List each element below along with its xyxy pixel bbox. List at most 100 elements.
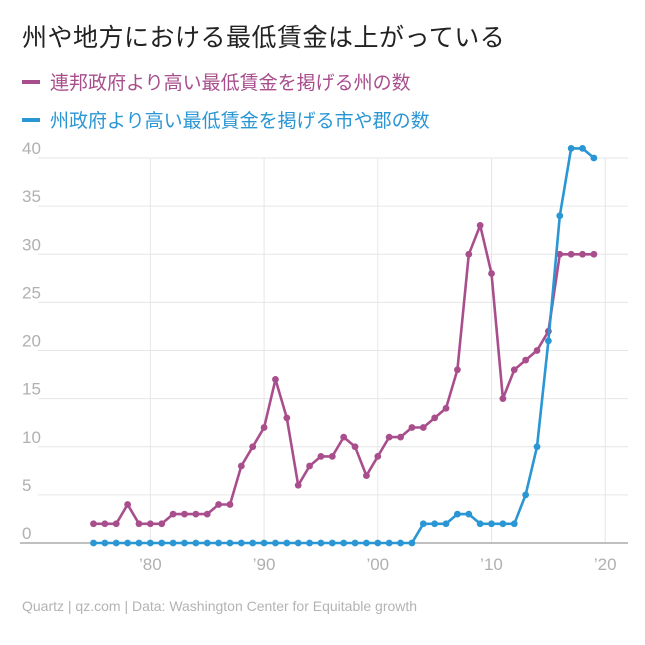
- x-tick-label-1980: ’80: [139, 555, 162, 574]
- series-0-point-1998: [351, 443, 359, 451]
- series-1-point-2002: [397, 539, 404, 547]
- series-0-point-1994: [306, 462, 313, 470]
- series-1-point-2000: [374, 539, 382, 547]
- x-tick-label-2020: ’20: [594, 555, 617, 574]
- series-1-point-1996: [328, 539, 336, 547]
- series-1-point-1979: [135, 539, 143, 547]
- series-0-point-1979: [135, 520, 143, 528]
- series-0-point-2010: [488, 270, 495, 277]
- series-1-point-2007: [454, 510, 461, 518]
- series-1-point-1981: [158, 539, 166, 547]
- series-0-point-1999: [363, 472, 370, 480]
- series-0-point-2002: [397, 433, 404, 441]
- series-1-point-2006: [442, 520, 450, 528]
- tick-labels: 0 5 10 15 20 25 30 35 40 ’80 ’90 ’00 ’10 ’20: [22, 139, 617, 574]
- series-1-point-2008: [465, 510, 473, 518]
- x-tick-label-1990: ’90: [253, 555, 276, 574]
- series-1-point-1975: [90, 539, 97, 547]
- series-0-point-1980: [146, 520, 154, 528]
- series-0-point-1988: [237, 462, 245, 470]
- series-1-point-2001: [385, 539, 393, 547]
- series-0-point-2001: [385, 433, 393, 441]
- series-1-point-1995: [317, 539, 325, 547]
- series-1-point-1983: [181, 539, 188, 547]
- series-1-point-1999: [363, 539, 370, 547]
- series-1-point-2014: [533, 443, 541, 451]
- series-0-point-2008: [465, 250, 473, 258]
- series-0-point-1987: [226, 501, 234, 508]
- series-0-point-1997: [340, 433, 348, 441]
- source-note: Quartz | qz.com | Data: Washington Cente…: [22, 598, 418, 614]
- series-1-point-1982: [169, 539, 177, 547]
- series-0-point-2014: [533, 347, 541, 354]
- series-1-point-2017: [567, 144, 575, 152]
- legend-swatch-states: [22, 79, 40, 84]
- series-0-point-2000: [374, 452, 382, 460]
- y-tick-label-0: 0: [22, 524, 31, 543]
- series-0-point-1981: [158, 520, 166, 528]
- chart-title: 州や地方における最低賃金は上がっている: [22, 23, 506, 52]
- series-1-point-1992: [283, 539, 291, 547]
- y-tick-label-20: 20: [22, 332, 41, 351]
- legend-swatch-localities: [22, 117, 40, 122]
- series-1-point-1985: [203, 539, 211, 547]
- series-0-point-2011: [499, 395, 507, 403]
- y-tick-label-10: 10: [22, 428, 41, 447]
- series-1-point-2019: [590, 154, 598, 162]
- series-1-point-1977: [112, 539, 120, 547]
- series-1-point-2011: [499, 520, 507, 528]
- series-1-point-2010: [488, 520, 495, 528]
- series-1-point-1986: [215, 539, 222, 547]
- series-layer: [90, 144, 598, 547]
- series-1-point-1976: [101, 539, 109, 547]
- series-0-point-1983: [181, 510, 188, 518]
- series-1-point-1993: [294, 539, 302, 547]
- series-0-point-1989: [249, 443, 257, 451]
- series-1-point-1990: [260, 539, 268, 547]
- series-0-point-2009: [476, 221, 484, 229]
- series-0-point-2018: [579, 250, 586, 258]
- series-0-point-2013: [522, 356, 530, 364]
- series-0-point-1975: [90, 520, 97, 528]
- y-tick-label-35: 35: [22, 187, 41, 206]
- series-1-point-1998: [351, 539, 359, 547]
- series-0-point-1985: [203, 510, 211, 518]
- series-1-point-2015: [544, 337, 552, 345]
- series-1-point-1984: [192, 539, 200, 547]
- series-0-point-1996: [328, 452, 336, 460]
- series-1-point-1997: [340, 539, 348, 547]
- x-tick-label-2010: ’10: [480, 555, 503, 574]
- y-tick-label-25: 25: [22, 283, 41, 302]
- series-1-point-2004: [419, 520, 427, 528]
- series-0-point-1992: [283, 414, 291, 422]
- series-0-point-2007: [454, 366, 461, 374]
- x-tick-label-2000: ’00: [366, 555, 389, 574]
- series-1-point-2009: [476, 520, 484, 528]
- series-0-point-1977: [112, 520, 120, 528]
- series-0-point-2006: [442, 404, 450, 412]
- series-0-point-2004: [419, 424, 427, 431]
- series-line-0: [92, 224, 596, 526]
- series-line-1: [92, 147, 596, 545]
- y-tick-label-40: 40: [22, 139, 41, 158]
- series-1-point-2012: [510, 520, 518, 528]
- legend-item-localities: 州政府より高い最低賃金を掲げる市や郡の数: [22, 106, 430, 133]
- series-0-point-1984: [192, 510, 200, 518]
- series-1-point-1980: [146, 539, 154, 547]
- legend-label-localities: 州政府より高い最低賃金を掲げる市や郡の数: [50, 110, 430, 132]
- series-0-point-1995: [317, 452, 325, 460]
- series-0-point-2005: [431, 414, 439, 422]
- series-1-point-2013: [522, 491, 530, 499]
- series-1-point-2005: [431, 520, 439, 528]
- series-0-point-1986: [215, 501, 222, 508]
- series-1-point-2018: [579, 144, 586, 152]
- series-0-point-2016: [556, 250, 564, 258]
- series-0-point-1978: [124, 501, 132, 508]
- series-0-point-1982: [169, 510, 177, 518]
- series-0-point-1976: [101, 520, 109, 528]
- series-1-point-2016: [556, 212, 564, 220]
- series-0-point-1993: [294, 481, 302, 489]
- series-1-point-1994: [306, 539, 313, 547]
- series-1-point-2003: [408, 539, 416, 547]
